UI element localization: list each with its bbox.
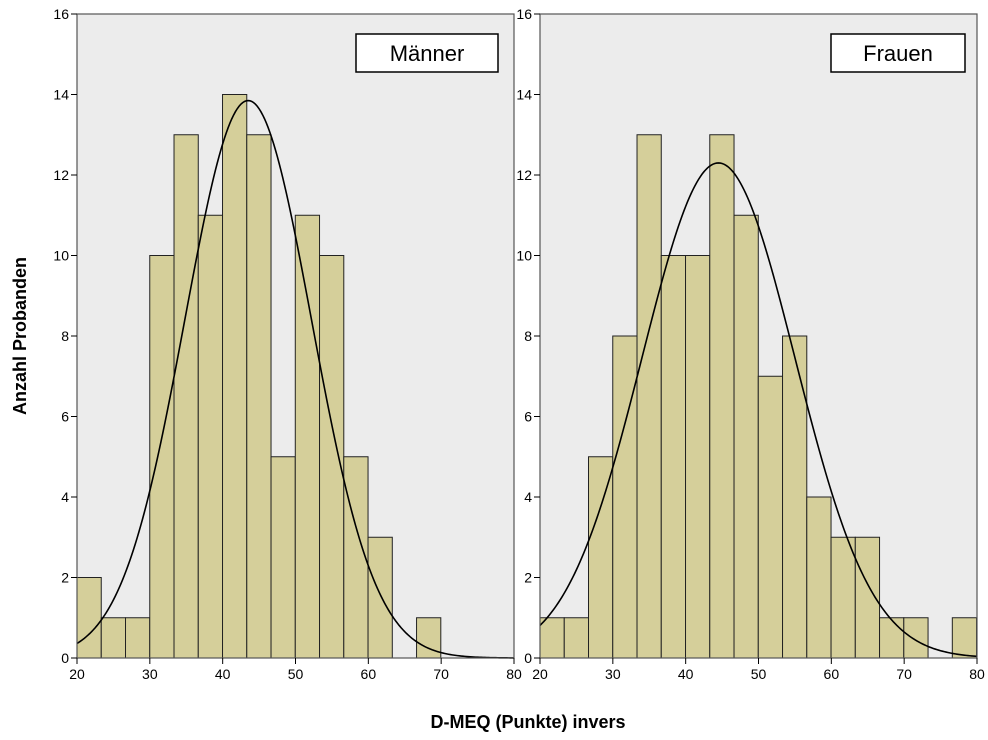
histogram-bar bbox=[830, 536, 856, 659]
y-tick-label: 14 bbox=[516, 87, 532, 103]
y-tick-label: 8 bbox=[524, 328, 532, 344]
x-tick-label: 50 bbox=[288, 666, 304, 682]
panel-label: Frauen bbox=[863, 41, 933, 66]
histogram-bar bbox=[588, 456, 614, 659]
histogram-bar bbox=[246, 134, 272, 659]
x-tick-label: 20 bbox=[69, 666, 85, 682]
x-tick-label: 60 bbox=[361, 666, 377, 682]
y-tick-label: 10 bbox=[53, 248, 69, 264]
chart-panel-1: 0 2 4 6 8 10 12 14 16 20 30 40 50 60 70 80 Frauen bbox=[516, 6, 985, 682]
histogram-bar bbox=[367, 536, 393, 659]
histogram-bar bbox=[222, 94, 248, 659]
x-tick-label: 80 bbox=[969, 666, 985, 682]
y-tick-label: 2 bbox=[61, 570, 69, 586]
x-tick-label: 20 bbox=[532, 666, 548, 682]
y-tick-label: 6 bbox=[524, 409, 532, 425]
histogram-bar bbox=[125, 617, 151, 659]
histogram-bar bbox=[563, 617, 590, 659]
histogram-bar bbox=[149, 255, 175, 659]
y-tick-label: 4 bbox=[61, 489, 69, 505]
chart-panel-0: 0 2 4 6 8 10 12 14 16 20 30 40 50 60 70 80 Männer bbox=[53, 6, 522, 682]
x-tick-label: 70 bbox=[433, 666, 449, 682]
histogram-bar bbox=[709, 134, 735, 659]
y-tick-label: 0 bbox=[524, 650, 532, 666]
y-tick-label: 12 bbox=[516, 167, 532, 183]
histogram-bar bbox=[539, 617, 565, 659]
histogram-bar bbox=[294, 214, 321, 659]
normal-curve bbox=[539, 162, 978, 658]
panel-label-box bbox=[355, 33, 499, 73]
histogram-bar bbox=[612, 335, 638, 659]
y-tick-label: 16 bbox=[53, 6, 69, 22]
y-tick-label: 16 bbox=[516, 6, 532, 22]
y-tick-label: 2 bbox=[524, 570, 532, 586]
histogram-bar bbox=[660, 255, 687, 659]
histogram-bar bbox=[343, 456, 369, 659]
x-tick-label: 30 bbox=[142, 666, 158, 682]
x-tick-label: 30 bbox=[605, 666, 621, 682]
histogram-bar bbox=[782, 335, 808, 659]
x-tick-label: 50 bbox=[751, 666, 767, 682]
histogram-bar bbox=[685, 255, 711, 659]
histogram-bar bbox=[757, 375, 784, 659]
x-tick-label: 80 bbox=[506, 666, 522, 682]
x-tick-label: 40 bbox=[215, 666, 231, 682]
y-axis-title: Anzahl Probanden bbox=[10, 257, 30, 415]
y-tick-label: 12 bbox=[53, 167, 69, 183]
x-axis-title: D-MEQ (Punkte) invers bbox=[430, 712, 625, 732]
normal-curve bbox=[76, 99, 515, 659]
panel-label-box bbox=[830, 33, 966, 73]
histogram-bar bbox=[806, 496, 832, 659]
histogram-bar bbox=[173, 134, 199, 659]
histogram-bar bbox=[951, 617, 978, 659]
y-tick-label: 14 bbox=[53, 87, 69, 103]
y-tick-label: 0 bbox=[61, 650, 69, 666]
y-tick-label: 10 bbox=[516, 248, 532, 264]
histogram-bar bbox=[903, 617, 929, 659]
y-tick-label: 8 bbox=[61, 328, 69, 344]
histogram-bar bbox=[76, 577, 102, 659]
y-tick-label: 4 bbox=[524, 489, 532, 505]
y-tick-label: 6 bbox=[61, 409, 69, 425]
x-tick-label: 40 bbox=[678, 666, 694, 682]
histogram-bar bbox=[319, 255, 345, 659]
panel-label: Männer bbox=[390, 41, 465, 66]
histogram-bar bbox=[733, 214, 759, 659]
x-tick-label: 70 bbox=[896, 666, 912, 682]
histogram-bar bbox=[879, 617, 905, 659]
x-tick-label: 60 bbox=[824, 666, 840, 682]
histogram-bar bbox=[270, 456, 296, 659]
histogram-bar bbox=[636, 134, 662, 659]
histogram-bar bbox=[100, 617, 127, 659]
histogram-bar bbox=[197, 214, 224, 659]
